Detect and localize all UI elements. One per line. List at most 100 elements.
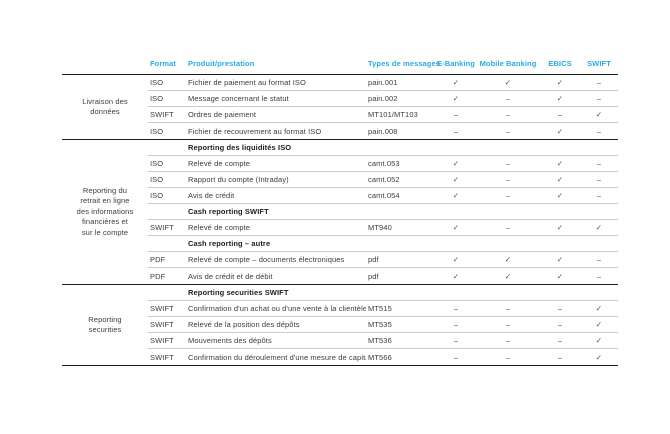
ebanking-mark: – (453, 126, 459, 136)
message-type-cell: pain.008 (368, 126, 398, 136)
table-row: SWIFT Ordres de paiement MT101/MT103 – –… (148, 107, 618, 123)
ebics-mark: – (557, 336, 563, 345)
swift-mark: – (596, 159, 602, 168)
table-row: SWIFT Mouvements des dépôts MT536 – – – … (148, 333, 618, 349)
format-cell: ISO (150, 159, 164, 168)
product-cell: Avis de crédit (188, 191, 235, 200)
format-cell: ISO (150, 78, 164, 87)
format-cell: PDF (150, 255, 166, 264)
ebics-mark: – (557, 320, 563, 329)
ebanking-mark: – (453, 304, 459, 313)
format-cell: SWIFT (150, 110, 174, 119)
mobile-banking-mark: – (505, 175, 511, 184)
ebics-mark: – (557, 110, 563, 119)
product-cell: Relevé de compte (188, 159, 251, 168)
swift-mark: – (596, 191, 602, 200)
product-cell: Relevé de la position des dépôts (188, 320, 300, 329)
ebics-mark: – (557, 352, 563, 362)
group-reporting-retrait: Reporting du retrait en ligne des inform… (62, 140, 618, 285)
product-cell: Avis de crédit et de débit (188, 271, 273, 281)
message-type-cell: pain.002 (368, 94, 398, 103)
section-subheader-row: Cash reporting – autre (148, 236, 618, 252)
subheader-label: Reporting securities SWIFT (188, 288, 289, 297)
mobile-banking-mark: ✓ (504, 271, 512, 281)
message-type-cell: MT940 (368, 223, 392, 232)
group-label: Livraison des données (82, 96, 128, 117)
ebanking-mark: – (453, 320, 459, 329)
format-cell: ISO (150, 191, 164, 200)
mobile-banking-mark: – (505, 191, 511, 200)
product-cell: Ordres de paiement (188, 110, 257, 119)
product-cell: Confirmation du déroulement d'une mesure… (188, 352, 366, 362)
group-rows: ISO Fichier de paiement au format ISO pa… (148, 75, 618, 139)
ebics-mark: ✓ (556, 78, 564, 87)
format-cell: SWIFT (150, 304, 174, 313)
message-type-cell: pdf (368, 271, 379, 281)
services-table: Format Produit/prestation Types de messa… (62, 53, 618, 366)
ebanking-mark: ✓ (452, 271, 460, 281)
format-cell: ISO (150, 175, 164, 184)
group-label: Reporting du retrait en ligne des inform… (76, 185, 134, 237)
swift-mark: – (596, 94, 602, 103)
section-subheader-row: Reporting des liquidités ISO (148, 140, 618, 156)
table-row: ISO Message concernant le statut pain.00… (148, 91, 618, 107)
group-livraison-des-donnees: Livraison des données ISO Fichier de pai… (62, 75, 618, 140)
message-type-cell: camt.052 (368, 175, 400, 184)
table-row: ISO Avis de crédit camt.054 ✓ – ✓ – (148, 188, 618, 204)
product-cell: Message concernant le statut (188, 94, 289, 103)
table-row: SWIFT Relevé de la position des dépôts M… (148, 317, 618, 333)
product-cell: Fichier de recouvrement au format ISO (188, 126, 322, 136)
product-cell: Relevé de compte (188, 223, 251, 232)
group-rows: Reporting securities SWIFT SWIFT Confirm… (148, 285, 618, 365)
ebanking-mark: ✓ (452, 191, 460, 200)
swift-mark: – (596, 255, 602, 264)
mobile-banking-mark: – (505, 159, 511, 168)
column-header-swift: SWIFT (587, 59, 611, 68)
ebanking-mark: ✓ (452, 223, 460, 232)
swift-mark: – (596, 271, 602, 281)
column-header-product: Produit/prestation (188, 59, 255, 68)
table-row: SWIFT Confirmation du déroulement d'une … (148, 349, 618, 365)
section-subheader-row: Reporting securities SWIFT (148, 285, 618, 301)
message-type-cell: MT515 (368, 304, 392, 313)
mobile-banking-mark: ✓ (504, 255, 512, 264)
mobile-banking-mark: – (505, 110, 511, 119)
mobile-banking-mark: – (505, 304, 511, 313)
table-row: PDF Avis de crédit et de débit pdf ✓ ✓ ✓… (148, 268, 618, 284)
column-header-ebics: EBICS (548, 59, 572, 68)
table-row: SWIFT Relevé de compte MT940 ✓ – ✓ ✓ (148, 220, 618, 236)
column-header-mobile-banking: Mobile Banking (479, 59, 537, 68)
ebics-mark: ✓ (556, 126, 564, 136)
mobile-banking-mark: – (505, 320, 511, 329)
group-reporting-securities: Reporting securities Reporting securitie… (62, 285, 618, 366)
message-type-cell: MT536 (368, 336, 392, 345)
table-row: ISO Fichier de recouvrement au format IS… (148, 123, 618, 139)
ebanking-mark: – (453, 110, 459, 119)
subheader-label: Cash reporting SWIFT (188, 207, 269, 216)
format-cell: SWIFT (150, 352, 174, 362)
ebics-mark: ✓ (556, 175, 564, 184)
group-rows: Reporting des liquidités ISO ISO Relevé … (148, 140, 618, 284)
format-cell: ISO (150, 126, 164, 136)
swift-mark: ✓ (595, 110, 603, 119)
table-header-row: Format Produit/prestation Types de messa… (62, 53, 618, 75)
swift-mark: ✓ (595, 336, 603, 345)
ebanking-mark: ✓ (452, 175, 460, 184)
ebanking-mark: ✓ (452, 94, 460, 103)
table-row: ISO Relevé de compte camt.053 ✓ – ✓ – (148, 156, 618, 172)
ebics-mark: ✓ (556, 255, 564, 264)
section-subheader-row: Cash reporting SWIFT (148, 204, 618, 220)
product-cell: Rapport du compte (Intraday) (188, 175, 289, 184)
product-cell: Relevé de compte – documents électroniqu… (188, 255, 345, 264)
ebics-mark: ✓ (556, 94, 564, 103)
table-row: ISO Fichier de paiement au format ISO pa… (148, 75, 618, 91)
message-type-cell: camt.054 (368, 191, 400, 200)
ebanking-mark: ✓ (452, 255, 460, 264)
table-row: SWIFT Confirmation d'un achat ou d'une v… (148, 301, 618, 317)
column-header-ebanking: E-Banking (437, 59, 475, 68)
mobile-banking-mark: – (505, 336, 511, 345)
mobile-banking-mark: ✓ (504, 78, 512, 87)
swift-mark: – (596, 175, 602, 184)
table-row: PDF Relevé de compte – documents électro… (148, 252, 618, 268)
